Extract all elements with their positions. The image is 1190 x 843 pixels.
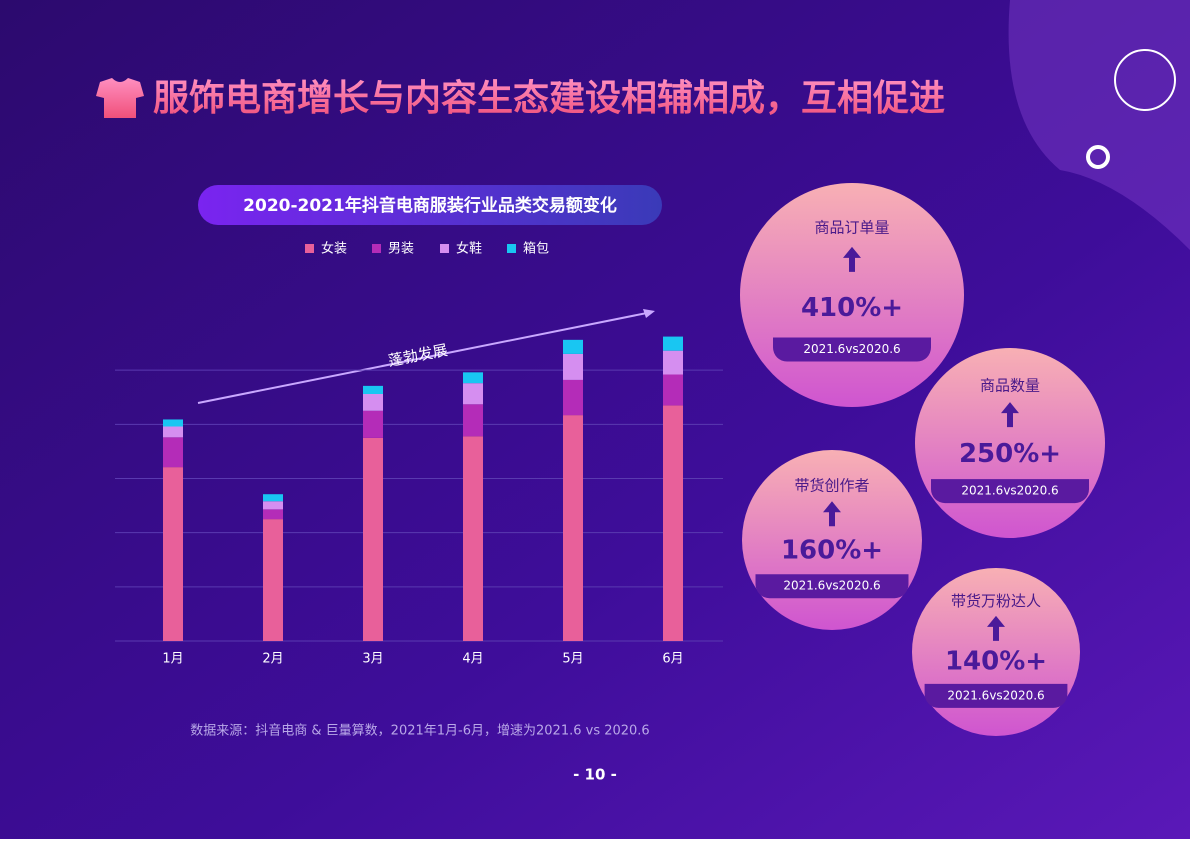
page-title: 服饰电商增长与内容生态建设相辅相成，互相促进: [153, 78, 945, 119]
bar-segment: [263, 519, 283, 641]
bar-segment: [163, 437, 183, 468]
bar-segment: [563, 353, 583, 380]
legend-swatch: [440, 244, 449, 253]
legend-swatch: [305, 244, 314, 253]
up-arrow: [1001, 402, 1019, 428]
bar-segment: [663, 374, 683, 406]
bar-segment: [563, 415, 583, 641]
stat-value: 160%+: [781, 535, 883, 565]
legend-swatch: [507, 244, 516, 253]
x-tick-label: 5月: [562, 652, 583, 667]
up-arrow: [843, 246, 861, 272]
stat-value: 250%+: [959, 439, 1061, 469]
bar-segment: [263, 494, 283, 502]
stat-label: 带货万粉达人: [951, 592, 1041, 610]
bar-segment: [663, 350, 683, 375]
stat-label: 带货创作者: [794, 477, 869, 495]
decoration: [1008, 0, 1190, 250]
stat-period: 2021.6vs2020.6: [961, 484, 1058, 498]
legend-label: 男装: [388, 242, 414, 257]
stat-label: 商品订单量: [814, 218, 889, 236]
x-tick-label: 3月: [362, 652, 383, 667]
period-pill: [773, 337, 931, 362]
stat-value: 410%+: [801, 293, 903, 323]
bar-segment: [263, 509, 283, 520]
up-arrow: [823, 501, 841, 527]
trend-arrow: [197, 311, 653, 404]
source: 数据来源：抖音电商 & 巨量算数，2021年1月-6月，增速为2021.6 vs…: [190, 723, 649, 739]
bar-segment: [563, 379, 583, 416]
up-arrow: [987, 615, 1005, 641]
chart-title-pill: [198, 185, 662, 225]
legend-swatch: [372, 244, 381, 253]
bar-segment: [663, 405, 683, 641]
legend-label: 箱包: [523, 241, 549, 257]
x-tick-label: 4月: [462, 652, 483, 667]
bar-segment: [163, 419, 183, 427]
chart-title: 2020-2021年抖音电商服装行业品类交易额变化: [243, 195, 617, 216]
bar-segment: [463, 383, 483, 405]
bar-segment: [363, 410, 383, 438]
x-tick-label: 6月: [662, 652, 683, 667]
stat-value: 140%+: [945, 647, 1047, 677]
period-pill: [924, 683, 1068, 708]
trend-arrowhead: [643, 309, 655, 318]
x-tick-label: 2月: [262, 652, 283, 667]
legend-label: 女鞋: [456, 241, 482, 257]
bar-segment: [363, 385, 383, 394]
bar-segment: [263, 501, 283, 510]
bar-segment: [363, 437, 383, 641]
bar-segment: [463, 436, 483, 641]
stat-label: 商品数量: [980, 377, 1040, 395]
period-pill: [755, 574, 909, 599]
stat-period: 2021.6vs2020.6: [947, 688, 1044, 702]
stat-period: 2021.6vs2020.6: [803, 342, 900, 356]
shirt-icon: [96, 78, 144, 118]
bar-segment: [563, 339, 583, 354]
bar-segment: [463, 404, 483, 437]
bar-segment: [463, 372, 483, 384]
page-number: - 10 -: [573, 766, 617, 784]
x-tick-label: 1月: [162, 652, 183, 667]
bar-segment: [663, 336, 683, 351]
bar-segment: [363, 394, 383, 411]
decoration: [1114, 49, 1176, 111]
bar-segment: [163, 467, 183, 641]
decoration: [1086, 145, 1110, 169]
legend-label: 女装: [321, 241, 347, 257]
period-pill: [931, 479, 1089, 504]
stat-period: 2021.6vs2020.6: [783, 579, 880, 593]
bar-segment: [163, 426, 183, 438]
